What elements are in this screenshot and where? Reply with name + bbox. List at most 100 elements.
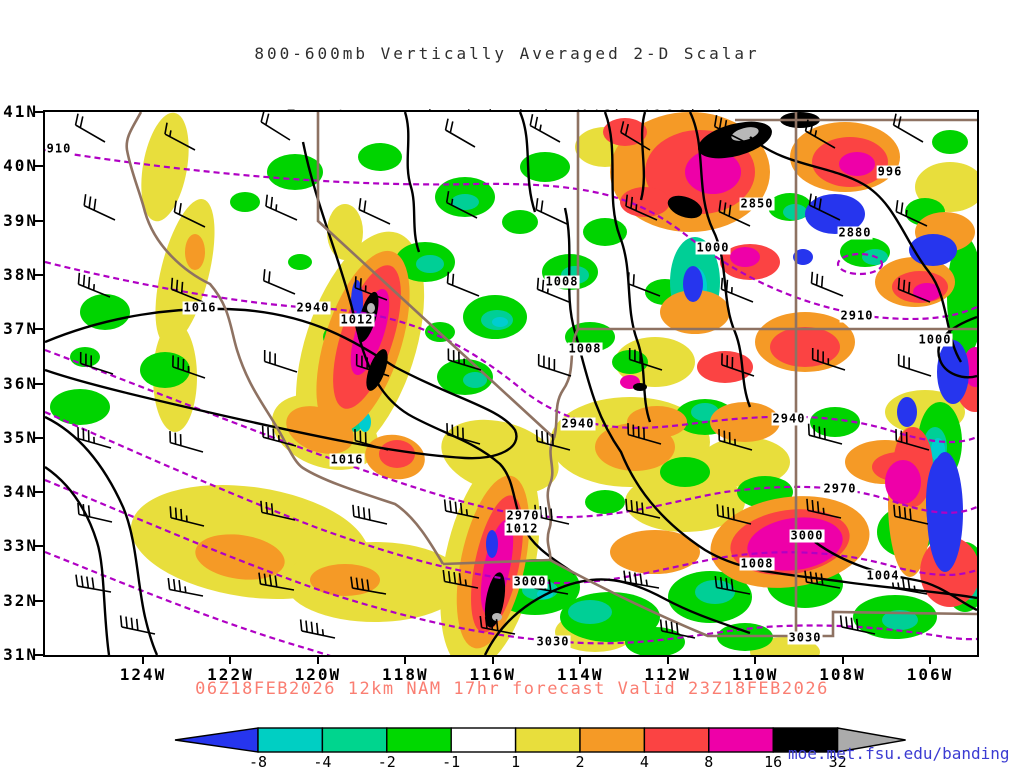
wind-barb [260, 112, 291, 141]
wind-barb [445, 191, 478, 219]
mslp-contour-label: 996 [876, 164, 904, 179]
wind-barb [536, 277, 570, 303]
wind-barb [446, 271, 480, 297]
wind-barb [625, 194, 658, 221]
wind-barb [350, 576, 387, 595]
mslp-contour-label: 1000 [917, 332, 953, 347]
wind-barb [442, 569, 479, 589]
lon-tick-mark [841, 655, 844, 664]
wind-barb [537, 353, 572, 377]
wind-barb [535, 429, 571, 451]
forecast-caption: 06Z18FEB2026 12km NAM 17hr forecast Vali… [195, 679, 829, 699]
lat-tick-mark [34, 545, 43, 548]
height-contour-label: 2940 [771, 411, 807, 426]
wind-barb [714, 575, 751, 595]
height-contour-label: 3000 [789, 528, 825, 543]
colorbar: -8 -4 -2 -1 1 2 4 8 16 32 [172, 727, 912, 768]
wind-barb [804, 119, 836, 149]
wind-barb [83, 194, 116, 221]
wind-barb [263, 349, 298, 373]
wind-barb [355, 353, 390, 377]
wind-barb [261, 425, 297, 447]
wind-barb [811, 347, 846, 371]
lat-tick-label: 41N [3, 102, 38, 121]
lon-tick-label: 106W [906, 665, 954, 684]
lon-tick-mark [666, 655, 669, 664]
wind-barb [659, 619, 696, 639]
wind-barb [479, 615, 516, 635]
lat-tick-mark [34, 219, 43, 222]
map-canvas: 1016 1012 1016 1012 1008 1008 1008 1000 996 1004 1… [43, 110, 979, 657]
colorbar-tick-label: 16 [764, 753, 782, 768]
lon-tick-label: 108W [819, 665, 866, 684]
wind-barb [808, 193, 841, 221]
wind-barb [839, 615, 876, 635]
mslp-contour-label: 1008 [544, 274, 580, 289]
wind-barb [74, 113, 106, 143]
wind-barb [807, 423, 843, 445]
lon-tick-mark [404, 655, 407, 664]
colorbar-tick-label: -2 [378, 753, 396, 768]
wind-barb [77, 272, 111, 298]
height-contour-label: 2970 [822, 481, 858, 496]
wind-barb [627, 423, 662, 445]
colorbar-segment [579, 727, 646, 753]
lat-tick-label: 35N [3, 427, 38, 447]
lon-tick-label: 114W [556, 665, 604, 684]
wind-barb [169, 506, 205, 527]
wind-barbs [74, 112, 932, 639]
lat-tick-mark [34, 491, 43, 494]
lon-tick-label: 110W [731, 665, 779, 684]
mslp-contour-label: 1008 [739, 556, 775, 571]
colorbar-left-arrow [174, 727, 259, 753]
california-arizona-border [546, 437, 556, 561]
height-contour-label: 2940 [295, 300, 331, 315]
colorbar-segment [772, 727, 839, 753]
wind-barb [447, 348, 482, 371]
wind-barb [77, 427, 112, 449]
mslp-contour-label: 1004 [865, 568, 901, 583]
lat-tick-label: 39N [3, 210, 38, 230]
wind-barb [79, 351, 114, 375]
map-graphics [45, 112, 977, 655]
lon-tick-mark [579, 655, 582, 664]
wind-barb [167, 577, 204, 597]
height-contour-label: 2850 [739, 196, 775, 211]
colorbar-tick-label: 2 [575, 753, 584, 768]
colorbar-segment [643, 727, 710, 753]
wind-barb [173, 200, 206, 228]
colorbar-tick-label: -4 [313, 753, 331, 768]
lat-tick-label: 32N [3, 590, 38, 610]
colorbar-tick-label: 32 [829, 753, 847, 768]
wind-barb [895, 429, 930, 451]
mslp-contour-label: 1012 [504, 521, 540, 536]
wind-barb [625, 498, 661, 519]
lon-tick-mark [491, 655, 494, 664]
lat-tick-label: 36N [3, 373, 38, 393]
colorbar-segment [321, 727, 388, 753]
wind-barb [164, 122, 196, 151]
lon-tick-label: 118W [382, 665, 429, 684]
wind-barb [170, 277, 204, 303]
wind-barb [262, 269, 296, 295]
wind-barb [718, 429, 753, 451]
lon-tick-mark [928, 655, 931, 664]
mslp-contour-label: 1000 [695, 240, 731, 255]
colorbar-tick-label: 8 [704, 753, 713, 768]
lat-tick-mark [34, 436, 43, 439]
wind-barb [77, 502, 113, 523]
lat-tick-mark [34, 165, 43, 168]
wind-barb [169, 431, 204, 453]
wind-barb [119, 615, 156, 635]
height-contour-label: 2970 [505, 508, 541, 523]
wind-barb [721, 353, 755, 377]
wind-barb [893, 504, 929, 525]
colorbar-segment [450, 727, 517, 753]
wind-barb [897, 353, 932, 377]
credit-link[interactable]: moe.met.fsu.edu/banding [788, 744, 1010, 763]
colorbar-tick-label: -8 [249, 753, 267, 768]
wind-barb [354, 276, 388, 301]
wind-barb [358, 198, 391, 225]
wind-barb [720, 277, 754, 303]
height-contour-label: 3030 [787, 630, 823, 645]
